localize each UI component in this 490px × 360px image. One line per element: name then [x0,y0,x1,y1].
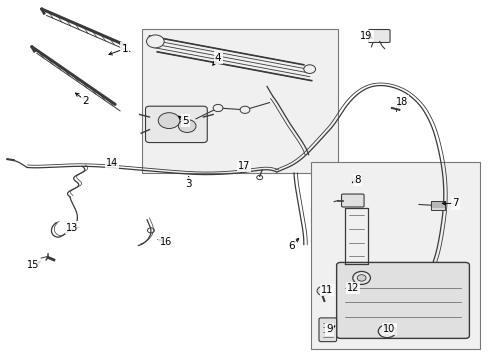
Text: 15: 15 [27,260,40,270]
Bar [142,29,338,173]
Circle shape [383,328,392,334]
Circle shape [378,325,396,338]
Circle shape [353,271,370,284]
Text: 8: 8 [354,175,361,185]
Text: 7: 7 [452,198,459,208]
Text: 2: 2 [82,96,89,106]
FancyBboxPatch shape [146,106,207,143]
FancyBboxPatch shape [368,30,390,42]
Circle shape [357,275,366,281]
FancyBboxPatch shape [319,318,337,342]
Circle shape [147,228,154,233]
Text: 19: 19 [361,31,372,41]
Text: 11: 11 [321,285,333,295]
FancyBboxPatch shape [337,262,469,338]
Circle shape [158,113,180,129]
Bar [431,201,445,210]
Text: 1: 1 [122,44,128,54]
Text: 13: 13 [67,222,78,233]
Text: 9: 9 [326,324,333,334]
Text: 14: 14 [106,158,118,168]
Circle shape [213,104,223,112]
Text: 5: 5 [182,116,189,126]
Circle shape [178,120,196,132]
FancyBboxPatch shape [342,194,364,207]
Text: 12: 12 [346,283,359,293]
Text: 16: 16 [160,237,172,247]
Text: 18: 18 [395,96,408,107]
Circle shape [304,65,316,73]
Text: 6: 6 [288,240,295,251]
Circle shape [240,106,250,113]
Circle shape [147,35,164,48]
Text: 10: 10 [384,324,396,334]
Text: 3: 3 [185,179,192,189]
Text: 4: 4 [215,53,221,63]
Bar [311,162,480,349]
Circle shape [257,175,263,180]
Text: 17: 17 [238,161,250,171]
Circle shape [317,286,330,296]
